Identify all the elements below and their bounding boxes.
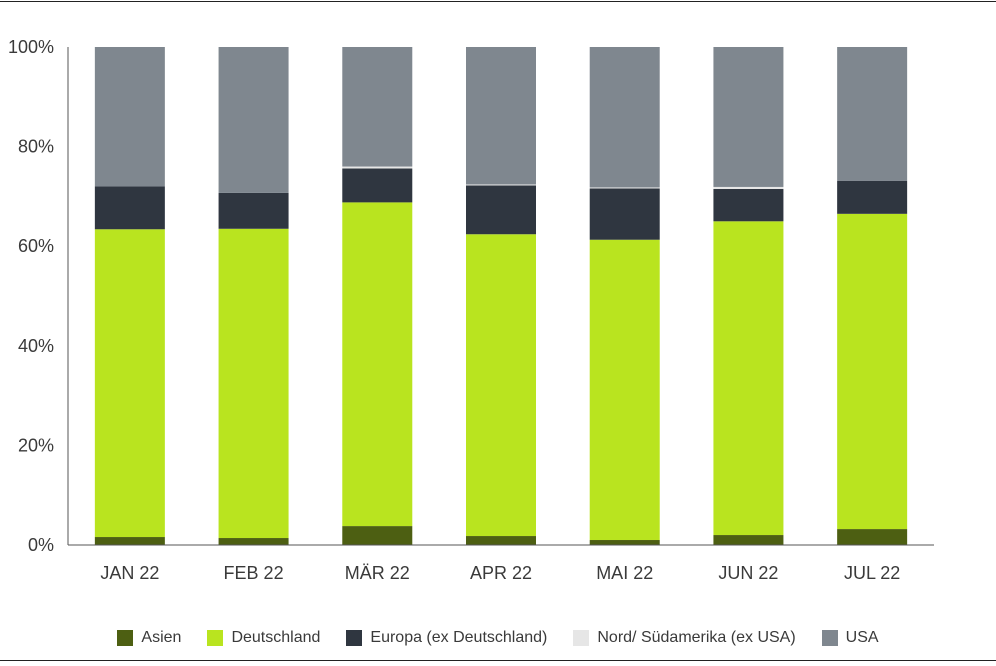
bar-segment bbox=[713, 47, 784, 187]
x-axis: JAN 22 FEB 22 MÄR 22 APR 22 MAI 22 JUN 22 JUL … bbox=[68, 544, 934, 583]
bar-segment bbox=[837, 213, 908, 530]
bar-segment bbox=[94, 537, 165, 545]
bar-segment bbox=[466, 185, 536, 235]
bar-segment bbox=[342, 166, 413, 169]
bar-segment bbox=[94, 186, 165, 230]
bar-segment bbox=[342, 47, 413, 167]
legend-item: Asien bbox=[117, 629, 181, 647]
legend-label: USA bbox=[845, 629, 879, 646]
bar-segment bbox=[466, 184, 536, 186]
bar-segment bbox=[342, 168, 413, 203]
legend-item: USA bbox=[821, 629, 879, 647]
bar-segment bbox=[589, 540, 660, 545]
x-tick-label: MÄR 22 bbox=[345, 563, 410, 583]
bar-segment bbox=[589, 47, 660, 188]
bar-segment bbox=[466, 47, 536, 185]
y-axis: 0% 20% 40% 60% 80% 100% bbox=[8, 37, 69, 555]
x-tick-label: JUN 22 bbox=[718, 563, 778, 583]
bar-segment bbox=[342, 526, 413, 545]
bar-segment bbox=[94, 47, 165, 187]
bar-segment bbox=[713, 186, 784, 189]
bar-segment bbox=[589, 239, 660, 541]
x-tick-label: JAN 22 bbox=[100, 563, 159, 583]
legend-item: Nord/ Südamerika (ex USA) bbox=[573, 629, 796, 647]
bars bbox=[94, 47, 908, 545]
bar-segment bbox=[713, 188, 784, 222]
y-tick-label: 80% bbox=[18, 137, 54, 157]
legend-swatch bbox=[573, 630, 590, 646]
x-tick-label: FEB 22 bbox=[224, 563, 284, 583]
y-tick-label: 20% bbox=[18, 435, 54, 455]
bar-segment bbox=[713, 221, 784, 536]
bar-segment bbox=[342, 202, 413, 527]
x-tick-label: MAI 22 bbox=[596, 563, 653, 583]
stacked-bar-chart: 0% 20% 40% 60% 80% 100% JAN 22 FEB 22 MÄR 22 APR… bbox=[8, 37, 934, 583]
legend-label: Deutschland bbox=[231, 629, 321, 646]
legend-item: Europa (ex Deutschland) bbox=[346, 629, 547, 647]
legend-swatch bbox=[346, 630, 363, 646]
bar-segment bbox=[837, 180, 908, 214]
legend-label: Nord/ Südamerika (ex USA) bbox=[597, 629, 796, 646]
y-tick-label: 0% bbox=[28, 535, 54, 555]
y-tick-label: 40% bbox=[18, 336, 54, 356]
bar-segment bbox=[466, 234, 536, 537]
legend-swatch bbox=[821, 630, 838, 646]
bar-segment bbox=[218, 538, 289, 545]
bar-segment bbox=[94, 229, 165, 538]
bar-segment bbox=[466, 536, 536, 545]
bar-segment bbox=[218, 192, 289, 229]
top-rule bbox=[0, 1, 996, 2]
legend-label: Asien bbox=[141, 629, 182, 646]
legend-label: Europa (ex Deutschland) bbox=[370, 629, 548, 646]
bottom-rule bbox=[0, 660, 996, 661]
y-tick-label: 60% bbox=[18, 236, 54, 256]
legend-item: Deutschland bbox=[207, 629, 320, 647]
y-tick-label: 100% bbox=[8, 37, 54, 57]
bar-segment bbox=[218, 47, 289, 193]
x-tick-label: JUL 22 bbox=[844, 563, 900, 583]
bar-segment bbox=[837, 47, 908, 181]
x-tick-label: APR 22 bbox=[470, 563, 532, 583]
legend: Asien Deutschland Europa (ex Deutschland) N… bbox=[0, 626, 996, 650]
bar-segment bbox=[218, 228, 289, 539]
bar-segment bbox=[589, 187, 660, 189]
bar-segment bbox=[837, 529, 908, 545]
legend-swatch bbox=[117, 630, 134, 646]
legend-swatch bbox=[207, 630, 224, 646]
bar-segment bbox=[589, 188, 660, 240]
bar-segment bbox=[713, 535, 784, 545]
